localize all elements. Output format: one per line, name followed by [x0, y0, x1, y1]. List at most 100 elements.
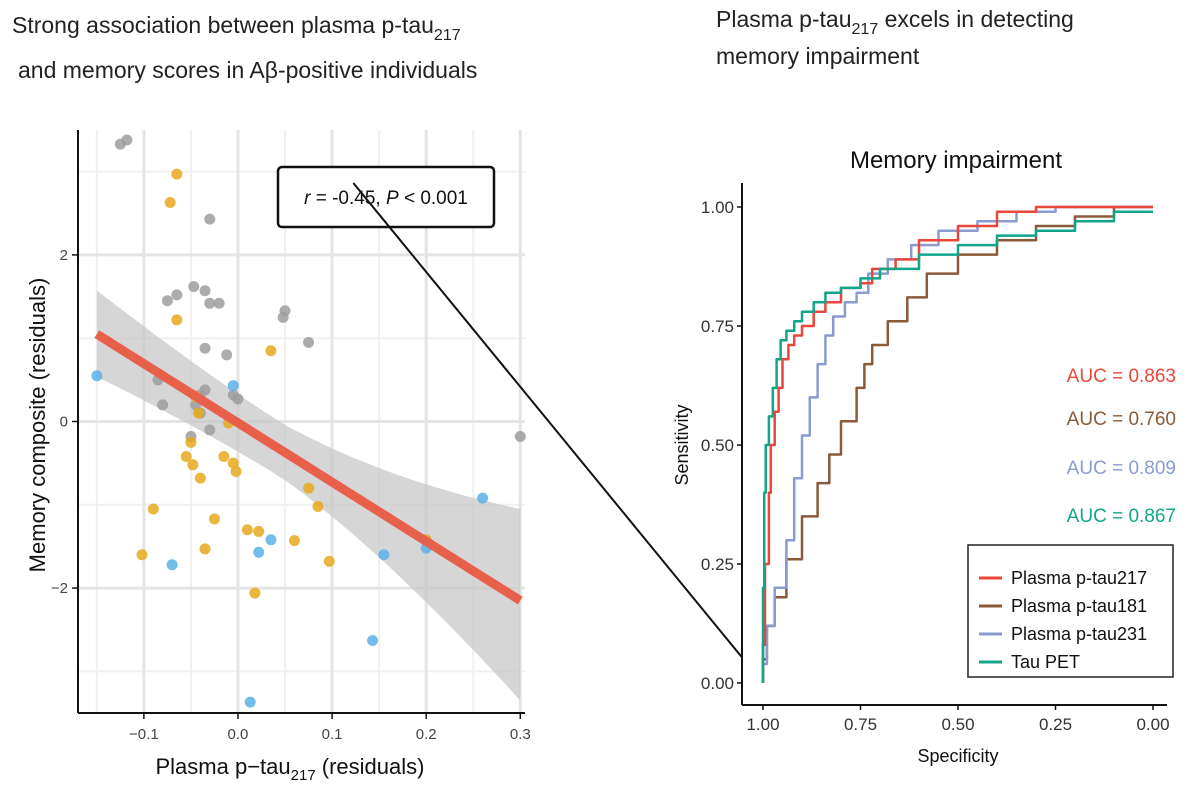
scatter-ticks: −0.1 0.0 0.1 0.2 0.3 −2 0 2: [51, 247, 531, 743]
roc-x-tick-label: 0.25: [1039, 715, 1072, 734]
right-title-line2: memory impairment: [716, 43, 920, 69]
scatter-point-yellow: [323, 555, 335, 567]
scatter-x-axis-label: Plasma p−tau217 (residuals): [156, 754, 425, 784]
scatter-point-grey: [232, 393, 244, 405]
correlation-annotation: r = -0.45, P < 0.001: [276, 165, 496, 229]
roc-y-axis-label: Sensitivity: [672, 404, 692, 485]
auc-label-ptau217: AUC = 0.863: [1067, 366, 1176, 387]
legend-label-ptau231: Plasma p-tau231: [1011, 624, 1147, 644]
scatter-point-yellow: [192, 407, 204, 419]
roc-x-tick-label: 0.50: [941, 715, 974, 734]
scatter-point-blue: [227, 380, 239, 392]
scatter-point-yellow: [312, 500, 324, 512]
scatter-point-grey: [303, 336, 315, 348]
scatter-point-yellow: [288, 535, 300, 547]
scatter-point-yellow: [136, 549, 148, 561]
scatter-point-yellow: [171, 168, 183, 180]
scatter-point-yellow: [187, 459, 199, 471]
scatter-x-tick-label: 0.1: [322, 726, 343, 743]
scatter-point-grey: [171, 289, 183, 301]
auc-labels: AUC = 0.863 AUC = 0.760 AUC = 0.809 AUC = 0…: [1067, 366, 1176, 527]
roc-y-tick-label: 0.25: [701, 555, 734, 574]
scatter-point-grey: [161, 295, 173, 307]
scatter-point-yellow: [218, 450, 230, 462]
roc-curve-ptau217: [761, 205, 1153, 683]
legend-label-taupet: Tau PET: [1011, 652, 1080, 672]
scatter-chart: −0.1 0.0 0.1 0.2 0.3 −2 0 2 r = -0.45, P < 0.00…: [25, 130, 531, 784]
scatter-point-yellow: [171, 314, 183, 326]
roc-x-tick-label: 0.00: [1136, 715, 1169, 734]
roc-x-tick-label: 1.00: [746, 715, 779, 734]
scatter-point-yellow: [230, 465, 242, 477]
roc-curves: [761, 205, 1153, 683]
scatter-point-yellow: [199, 543, 211, 555]
scatter-point-yellow: [241, 524, 253, 536]
regression-line: [94, 330, 523, 605]
scatter-point-yellow: [164, 196, 176, 208]
roc-y-tick-label: 1.00: [701, 198, 734, 217]
scatter-point-blue: [378, 549, 390, 561]
scatter-point-grey: [204, 297, 216, 309]
scatter-point-grey: [121, 134, 133, 146]
left-title-line1: Strong association between plasma p-tau2…: [12, 12, 461, 44]
roc-y-tick-label: 0.50: [701, 436, 734, 455]
scatter-point-grey: [199, 342, 211, 354]
left-title-line2: and memory scores in Aβ-positive individ…: [18, 57, 477, 83]
auc-label-ptau181: AUC = 0.760: [1067, 409, 1176, 430]
scatter-x-tick-label: −0.1: [129, 726, 159, 743]
scatter-y-axis-label: Memory composite (residuals): [25, 278, 50, 573]
roc-title: Memory impairment: [850, 147, 1062, 174]
roc-legend: Plasma p-tau217 Plasma p-tau181 Plasma p-t…: [967, 544, 1174, 678]
scatter-point-yellow: [185, 436, 197, 448]
scatter-point-blue: [367, 635, 379, 647]
scatter-point-blue: [91, 370, 103, 382]
scatter-point-yellow: [180, 450, 192, 462]
roc-chart: Memory impairment 1.00 0.75 0.50 0.25 0.00 0.…: [352, 147, 1176, 766]
scatter-point-yellow: [147, 503, 159, 515]
roc-legend-box: [967, 544, 1174, 678]
scatter-point-yellow: [249, 587, 261, 599]
roc-curve-taupet: [761, 210, 1153, 683]
scatter-point-yellow: [253, 525, 265, 537]
legend-label-ptau181: Plasma p-tau181: [1011, 596, 1147, 616]
roc-y-tick-label: 0.00: [701, 674, 734, 693]
scatter-point-grey: [221, 349, 233, 361]
scatter-point-yellow: [265, 345, 277, 357]
scatter-x-tick-label: 0.0: [228, 726, 249, 743]
scatter-point-blue: [244, 696, 256, 708]
scatter-point-grey: [514, 430, 526, 442]
scatter-point-yellow: [208, 513, 220, 525]
roc-ticks: 1.00 0.75 0.50 0.25 0.00 0.00 0.25 0.50 0.75 1.00: [701, 198, 1170, 734]
correlation-text: r = -0.45, P < 0.001: [304, 188, 468, 209]
scatter-x-tick-label: 0.3: [510, 726, 531, 743]
scatter-y-tick-label: 2: [60, 247, 68, 264]
roc-x-tick-label: 0.75: [844, 715, 877, 734]
auc-label-ptau231: AUC = 0.809: [1067, 458, 1176, 479]
scatter-points: [91, 134, 526, 708]
scatter-point-grey: [157, 399, 169, 411]
auc-label-taupet: AUC = 0.867: [1067, 506, 1176, 527]
scatter-point-grey: [199, 285, 211, 297]
scatter-point-grey: [204, 424, 216, 436]
scatter-point-grey: [204, 213, 216, 225]
scatter-point-yellow: [194, 472, 206, 484]
legend-label-ptau217: Plasma p-tau217: [1011, 568, 1147, 588]
scatter-point-blue: [166, 559, 178, 571]
scatter-point-blue: [265, 534, 277, 546]
scatter-point-yellow: [227, 457, 239, 469]
scatter-y-tick-label: 0: [60, 414, 68, 431]
roc-y-tick-label: 0.75: [701, 317, 734, 336]
scatter-x-tick-label: 0.2: [416, 726, 437, 743]
scatter-point-blue: [477, 492, 489, 504]
scatter-point-grey: [277, 311, 289, 323]
roc-x-axis-label: Specificity: [917, 746, 998, 766]
scatter-point-grey: [213, 297, 225, 309]
confidence-band: [96, 290, 521, 701]
right-title-line1: Plasma p-tau217 excels in detecting: [716, 6, 1074, 38]
scatter-point-yellow: [303, 482, 315, 494]
scatter-point-grey: [188, 281, 200, 293]
scatter-point-grey: [199, 384, 211, 396]
scatter-y-tick-label: −2: [51, 580, 68, 597]
scatter-point-blue: [253, 546, 265, 558]
